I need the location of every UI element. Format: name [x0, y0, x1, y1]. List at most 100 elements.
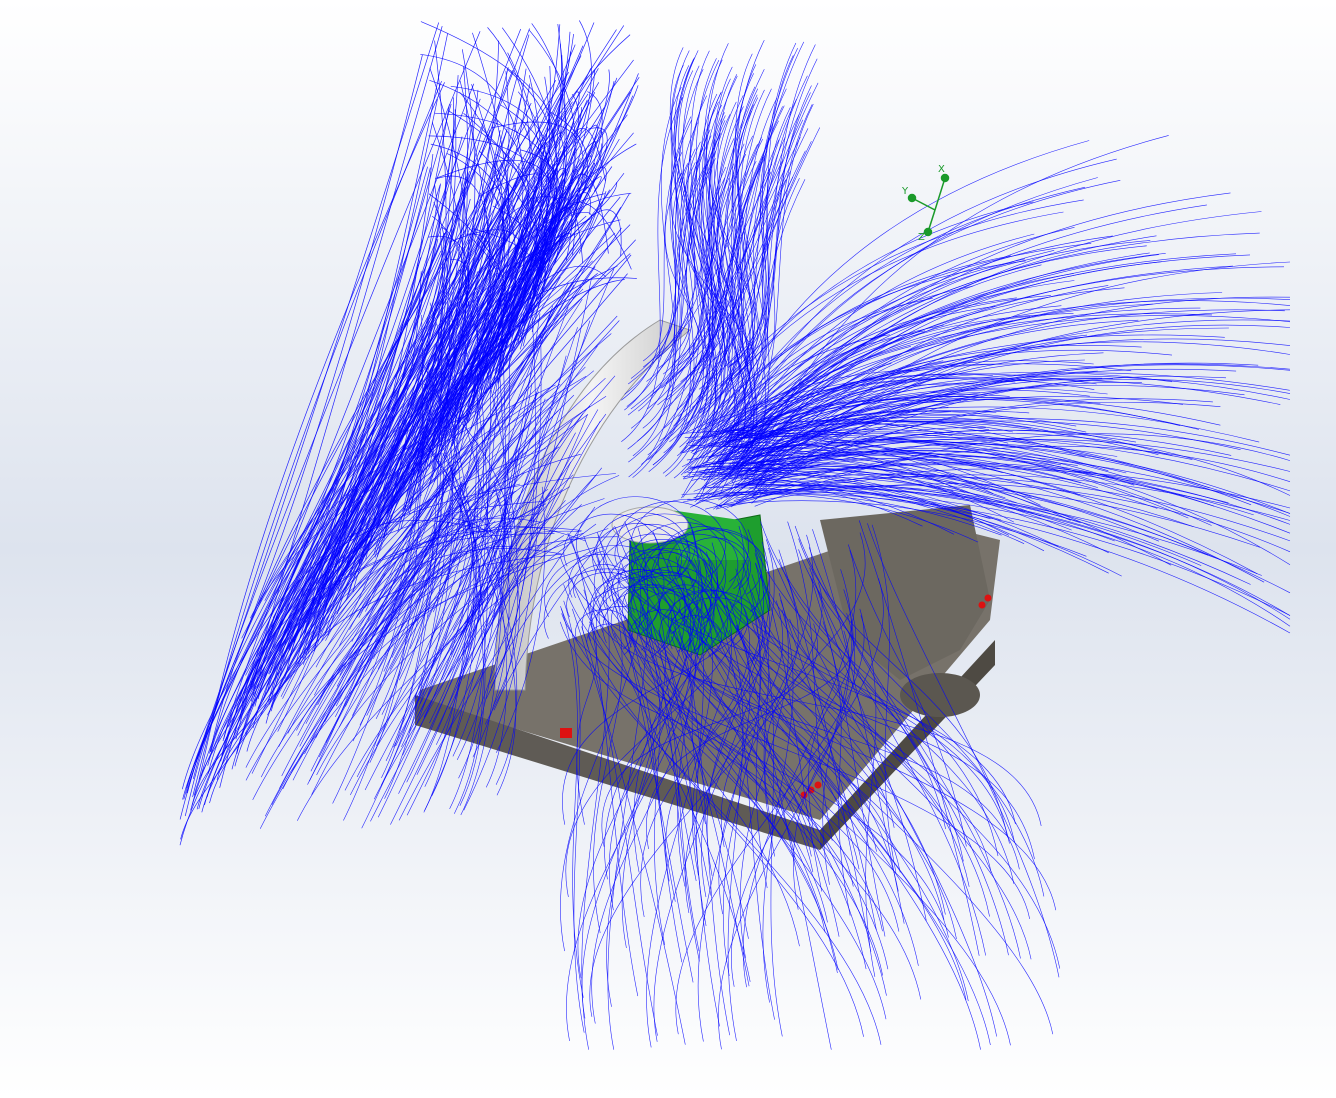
flow-trajectory-line	[693, 94, 758, 448]
flow-trajectory-line	[778, 559, 999, 857]
flow-trajectory-line	[708, 444, 1003, 473]
flow-trajectory-line	[621, 530, 700, 949]
flow-trajectory-line	[650, 82, 819, 397]
flow-trajectory-line	[399, 305, 553, 731]
flow-trajectory-line	[597, 532, 694, 983]
flow-trajectory-line	[463, 527, 538, 811]
flow-trajectory-line	[680, 114, 731, 382]
flow-trajectory-line	[267, 442, 479, 686]
flow-trajectory-line	[744, 296, 1291, 474]
flow-trajectory-line	[717, 119, 804, 427]
flow-trajectory-line	[658, 148, 696, 369]
flow-trajectory-line	[267, 260, 593, 609]
flow-trajectory-line	[681, 258, 1025, 499]
flow-trajectory-line	[704, 74, 738, 424]
flow-trajectory-line	[617, 548, 719, 620]
flow-trajectory-line	[684, 88, 772, 426]
flow-trajectory-line	[630, 632, 922, 1000]
flow-trajectory-line	[686, 420, 953, 444]
flow-trajectory-line	[663, 144, 758, 410]
flow-trajectory-line	[576, 496, 696, 580]
flow-trajectory-line	[631, 566, 716, 626]
flow-trajectory-line	[637, 592, 749, 939]
flow-trajectory-line	[715, 604, 991, 1046]
flow-trajectory-line	[757, 432, 1291, 496]
flow-trajectory-line	[695, 235, 1157, 499]
flow-trajectory-line	[652, 531, 887, 996]
flow-trajectory-line	[688, 137, 718, 450]
flow-trajectory-line	[712, 378, 1016, 439]
flow-trajectory-line	[351, 396, 607, 642]
warning-label	[560, 728, 572, 738]
flow-trajectory-line	[693, 418, 1291, 470]
flow-trajectory-line	[277, 324, 437, 732]
flow-trajectory-line	[339, 366, 586, 676]
flow-trajectory-line	[706, 266, 1285, 460]
flow-trajectory-line	[306, 254, 632, 650]
flow-trajectory-line	[593, 590, 623, 934]
flow-trajectory-line	[754, 553, 823, 892]
flow-trajectory-line	[559, 621, 812, 857]
flow-trajectory-line	[718, 439, 1036, 501]
flow-trajectory-line	[673, 101, 737, 479]
flow-trajectory-line	[659, 141, 812, 442]
flow-trajectory-line	[589, 621, 883, 932]
flow-trajectory-line	[741, 375, 1291, 439]
flow-trajectory-line	[687, 472, 1109, 574]
flow-trajectory-line	[643, 619, 665, 946]
flow-trajectory-line	[647, 607, 700, 952]
flow-trajectory-line	[673, 168, 761, 426]
flow-trajectory-line	[671, 618, 706, 825]
flow-trajectory-line	[356, 413, 584, 778]
flow-trajectory-line	[424, 448, 520, 811]
flow-trajectory-line	[692, 585, 733, 876]
flow-trajectory-line	[738, 493, 979, 543]
flow-trajectory-line	[671, 636, 901, 873]
flow-trajectory-line	[794, 525, 1021, 959]
flow-trajectory-line	[385, 307, 451, 762]
flow-trajectory-line	[692, 75, 808, 370]
flow-trajectory-line	[307, 33, 448, 627]
flow-trajectory-line	[602, 587, 705, 659]
flow-trajectory-line	[689, 148, 751, 431]
flow-trajectory-line	[860, 615, 877, 977]
flow-trajectory-line	[325, 530, 513, 641]
flow-trajectory-line	[708, 166, 742, 390]
flow-trajectory-line	[812, 529, 905, 924]
flow-trajectory-line	[450, 85, 555, 300]
flow-trajectory-line	[699, 163, 773, 414]
flow-trajectory-line	[704, 474, 955, 535]
flow-trajectory-line	[716, 603, 775, 1020]
flow-trajectory-line	[747, 320, 1013, 485]
flow-trajectories	[179, 20, 1291, 1050]
base-plate-front	[415, 695, 820, 850]
flow-trajectory-line	[380, 344, 489, 786]
flow-trajectory-line	[700, 151, 752, 470]
flow-trajectory-line	[460, 293, 506, 816]
flow-trajectory-line	[632, 88, 759, 478]
flow-trajectory-line	[727, 103, 814, 444]
flow-trajectory-line	[390, 544, 522, 825]
flow-trajectory-line	[747, 529, 946, 830]
flow-trajectory-line	[673, 133, 721, 363]
flow-trajectory-line	[744, 414, 1077, 458]
flow-trajectory-line	[447, 110, 546, 347]
flow-trajectory-line	[808, 589, 854, 834]
flow-trajectory-line	[350, 544, 536, 796]
flow-trajectory-line	[710, 396, 1184, 480]
flow-trajectory-line	[621, 96, 683, 443]
flow-trajectory-line	[693, 463, 1229, 504]
flow-trajectory-line	[265, 188, 546, 724]
flow-trajectory-line	[662, 95, 744, 474]
flow-trajectory-line	[204, 129, 491, 806]
flow-trajectory-line	[630, 540, 726, 608]
flow-trajectory-line	[316, 535, 565, 776]
flow-trajectory-line	[733, 345, 1142, 445]
flow-trajectory-line	[722, 605, 762, 977]
flow-trajectory-line	[192, 80, 442, 798]
flow-trajectory-line	[614, 523, 691, 577]
flow-trajectory-line	[748, 464, 1254, 516]
flow-trajectory-line	[709, 112, 755, 474]
